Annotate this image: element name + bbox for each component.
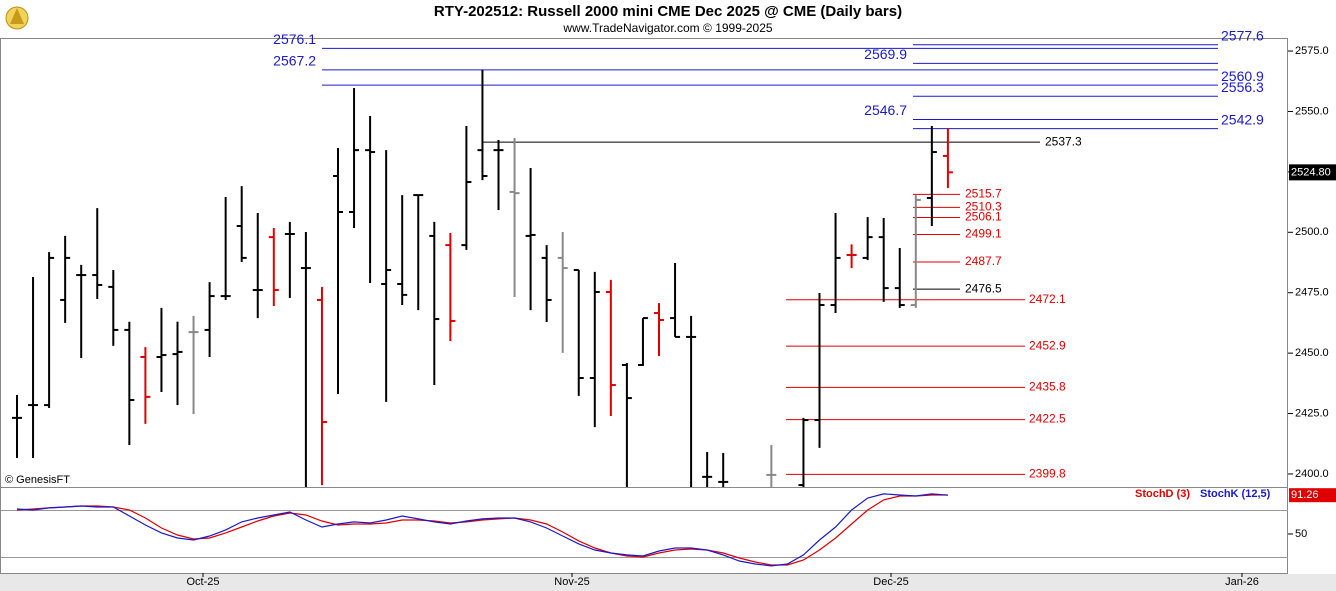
stoch-panel xyxy=(0,487,1288,574)
y-tick-label: 2475.0 xyxy=(1295,287,1329,299)
level-label: 2472.1 xyxy=(1029,292,1066,306)
y-tick-label: 2400.0 xyxy=(1295,468,1329,480)
level-label: 2556.3 xyxy=(1221,79,1264,95)
y-tick-label: 2425.0 xyxy=(1295,407,1329,419)
chart-title: RTY-202512: Russell 2000 mini CME Dec 20… xyxy=(434,3,902,20)
logo xyxy=(5,6,29,30)
x-tick-label: Dec-25 xyxy=(873,576,908,588)
level-label: 2515.7 xyxy=(965,187,1002,201)
y-tick-label: 2500.0 xyxy=(1295,226,1329,238)
level-label: 2510.3 xyxy=(965,200,1002,214)
level-label: 2542.9 xyxy=(1221,111,1264,127)
y-tick-label: 2450.0 xyxy=(1295,347,1329,359)
stoch-line xyxy=(16,494,948,566)
x-tick-label: Jan-26 xyxy=(1225,576,1259,588)
chart-subtitle: www.TradeNavigator.com © 1999-2025 xyxy=(562,21,772,35)
last-price-label: 2524.80 xyxy=(1291,166,1331,178)
stoch-line xyxy=(16,493,948,567)
x-tick-label: Oct-25 xyxy=(186,576,219,588)
level-label: 2567.2 xyxy=(273,53,316,69)
price-plot xyxy=(12,44,1218,487)
stoch-tick-label: 50 xyxy=(1295,528,1307,540)
overlay: 2400.02425.02450.02475.02500.02525.02550… xyxy=(186,27,1336,588)
stoch-last-label: 91.26 xyxy=(1291,489,1319,501)
y-tick-label: 2550.0 xyxy=(1295,105,1329,117)
last-price-box xyxy=(1289,164,1336,181)
source-note: © GenesisFT xyxy=(5,474,70,486)
time-axis-band xyxy=(0,574,1336,591)
level-label: 2546.7 xyxy=(864,102,907,118)
level-label: 2506.1 xyxy=(965,210,1002,224)
level-label: 2576.1 xyxy=(273,31,316,47)
level-label: 2399.8 xyxy=(1029,467,1066,481)
stoch-last-box xyxy=(1289,488,1336,503)
legend-entry: StochK (12,5) xyxy=(1200,488,1271,500)
level-label: 2487.7 xyxy=(965,254,1002,268)
level-label: 2422.5 xyxy=(1029,412,1066,426)
level-label: 2577.6 xyxy=(1221,27,1264,43)
y-tick-label: 2575.0 xyxy=(1295,45,1329,57)
level-label: 2476.5 xyxy=(965,281,1002,295)
legend-entry: StochD (3) xyxy=(1135,488,1190,500)
level-label: 2452.9 xyxy=(1029,338,1066,352)
price-panel xyxy=(0,38,1288,488)
level-label: 2435.8 xyxy=(1029,380,1066,394)
level-label: 2499.1 xyxy=(965,227,1002,241)
stoch-plot xyxy=(1,493,1288,567)
level-label: 2560.9 xyxy=(1221,68,1264,84)
x-tick-label: Nov-25 xyxy=(554,576,589,588)
level-label: 2537.3 xyxy=(1045,134,1082,148)
level-label: 2569.9 xyxy=(864,46,907,62)
